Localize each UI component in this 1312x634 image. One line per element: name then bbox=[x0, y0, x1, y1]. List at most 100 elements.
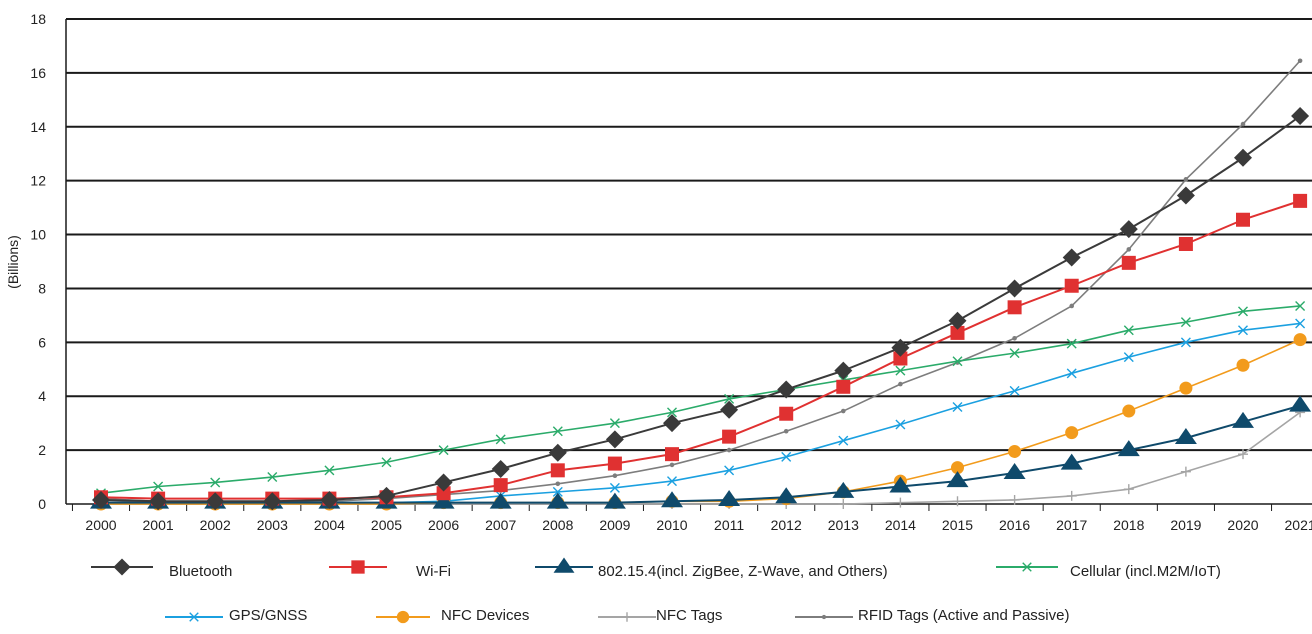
x-tick-label: 2017 bbox=[1056, 517, 1087, 533]
data-point-diamond bbox=[1119, 220, 1138, 239]
legend-item: RFID Tags (Active and Passive) bbox=[795, 607, 1069, 624]
data-point-square bbox=[893, 351, 908, 366]
data-point-x bbox=[667, 476, 677, 487]
x-tick-label: 2011 bbox=[714, 517, 744, 533]
data-point-circle bbox=[1008, 444, 1022, 458]
legend-label: Wi-Fi bbox=[416, 563, 451, 580]
data-point-x bbox=[895, 419, 906, 430]
data-point-x bbox=[952, 356, 963, 367]
data-point-x bbox=[1295, 300, 1306, 311]
data-point-x bbox=[724, 465, 735, 476]
data-point-x bbox=[1066, 368, 1077, 379]
legend-label: RFID Tags (Active and Passive) bbox=[858, 607, 1069, 624]
series-line bbox=[100, 199, 1301, 500]
y-tick-label: 18 bbox=[30, 11, 46, 27]
x-tick-label: 2010 bbox=[656, 517, 687, 533]
data-point-square bbox=[1064, 278, 1079, 293]
x-tick-label: 2002 bbox=[200, 517, 231, 533]
data-point-x bbox=[609, 418, 620, 429]
data-point-circle bbox=[1293, 333, 1307, 347]
data-point-triangle bbox=[1117, 440, 1140, 457]
x-tick-label: 2016 bbox=[999, 517, 1030, 533]
data-point-plus bbox=[952, 496, 963, 507]
legend-item: NFC Devices bbox=[376, 607, 529, 624]
data-point-plus bbox=[1066, 490, 1077, 501]
data-point-square bbox=[1236, 212, 1250, 227]
data-point-triangle bbox=[1060, 453, 1083, 470]
data-point-triangle bbox=[489, 492, 512, 509]
data-point-plus bbox=[1123, 484, 1134, 495]
y-tick-label: 16 bbox=[30, 65, 46, 81]
data-point-triangle bbox=[832, 481, 855, 498]
data-point-triangle bbox=[1003, 463, 1026, 480]
data-point-dot bbox=[821, 614, 827, 620]
y-tick-label: 8 bbox=[38, 280, 46, 296]
data-point-diamond bbox=[320, 490, 339, 509]
data-point-diamond bbox=[948, 311, 967, 330]
data-point-diamond bbox=[663, 414, 681, 433]
legend-label: NFC Tags bbox=[656, 607, 722, 624]
data-point-circle bbox=[1065, 426, 1079, 440]
data-point-diamond bbox=[1005, 279, 1024, 298]
y-tick-label: 14 bbox=[30, 119, 46, 135]
series-wi-fi bbox=[94, 193, 1308, 506]
data-point-diamond bbox=[1234, 148, 1252, 167]
data-point-diamond bbox=[891, 338, 910, 357]
data-point-circle bbox=[1179, 381, 1193, 395]
legend-item: Cellular (incl.M2M/IoT) bbox=[996, 562, 1221, 580]
data-point-diamond bbox=[777, 380, 796, 399]
data-point-square bbox=[779, 406, 794, 421]
data-point-triangle bbox=[946, 471, 969, 488]
x-tick-label: 2020 bbox=[1227, 517, 1258, 533]
data-point-x bbox=[1238, 306, 1248, 317]
legend-label: Cellular (incl.M2M/IoT) bbox=[1070, 563, 1221, 580]
series-cellular-incl-m2m-iot bbox=[96, 300, 1306, 499]
x-tick-label: 2018 bbox=[1113, 517, 1144, 533]
data-point-x bbox=[838, 435, 849, 446]
data-point-x bbox=[189, 612, 199, 622]
data-point-plus bbox=[1180, 466, 1191, 477]
data-point-x bbox=[1123, 325, 1134, 336]
data-point-dot bbox=[1126, 247, 1132, 252]
data-point-x bbox=[724, 393, 735, 404]
data-point-triangle bbox=[718, 489, 741, 506]
data-point-x bbox=[324, 465, 335, 476]
y-axis-label: (Billions) bbox=[5, 235, 21, 289]
grid bbox=[66, 18, 1312, 452]
data-point-dot bbox=[1012, 335, 1017, 341]
data-point-square bbox=[436, 486, 451, 501]
data-point-diamond bbox=[92, 490, 110, 509]
legend-label: 802.15.4(incl. ZigBee, Z-Wave, and Other… bbox=[598, 563, 888, 580]
x-tick-label: 2005 bbox=[371, 517, 402, 533]
data-point-diamond bbox=[720, 400, 739, 419]
data-point-dot bbox=[841, 408, 846, 414]
data-point-diamond bbox=[377, 486, 396, 505]
data-point-circle bbox=[951, 461, 964, 475]
data-point-diamond bbox=[1291, 107, 1310, 125]
data-point-x bbox=[552, 426, 563, 437]
data-point-x bbox=[895, 365, 906, 376]
data-point-triangle bbox=[603, 492, 626, 509]
y-tick-label: 4 bbox=[38, 388, 46, 404]
y-tick-label: 6 bbox=[38, 334, 46, 350]
data-point-square bbox=[836, 379, 851, 394]
data-point-x bbox=[1295, 318, 1306, 329]
x-tick-label: 2008 bbox=[542, 517, 573, 533]
data-point-x bbox=[952, 402, 963, 412]
data-point-plus bbox=[1238, 449, 1248, 460]
data-point-plus bbox=[1009, 494, 1020, 505]
data-point-square bbox=[1293, 193, 1308, 208]
data-point-diamond bbox=[113, 558, 131, 576]
data-point-x bbox=[1238, 325, 1248, 336]
data-point-square bbox=[665, 447, 679, 462]
data-point-triangle bbox=[432, 492, 455, 509]
x-tick-label: 2006 bbox=[428, 517, 459, 533]
data-point-square bbox=[1178, 236, 1193, 251]
data-point-diamond bbox=[548, 443, 567, 462]
data-point-dot bbox=[1069, 303, 1074, 309]
x-tick-label: 2003 bbox=[257, 517, 288, 533]
data-point-diamond bbox=[491, 459, 510, 478]
legend-item: 802.15.4(incl. ZigBee, Z-Wave, and Other… bbox=[535, 557, 888, 580]
